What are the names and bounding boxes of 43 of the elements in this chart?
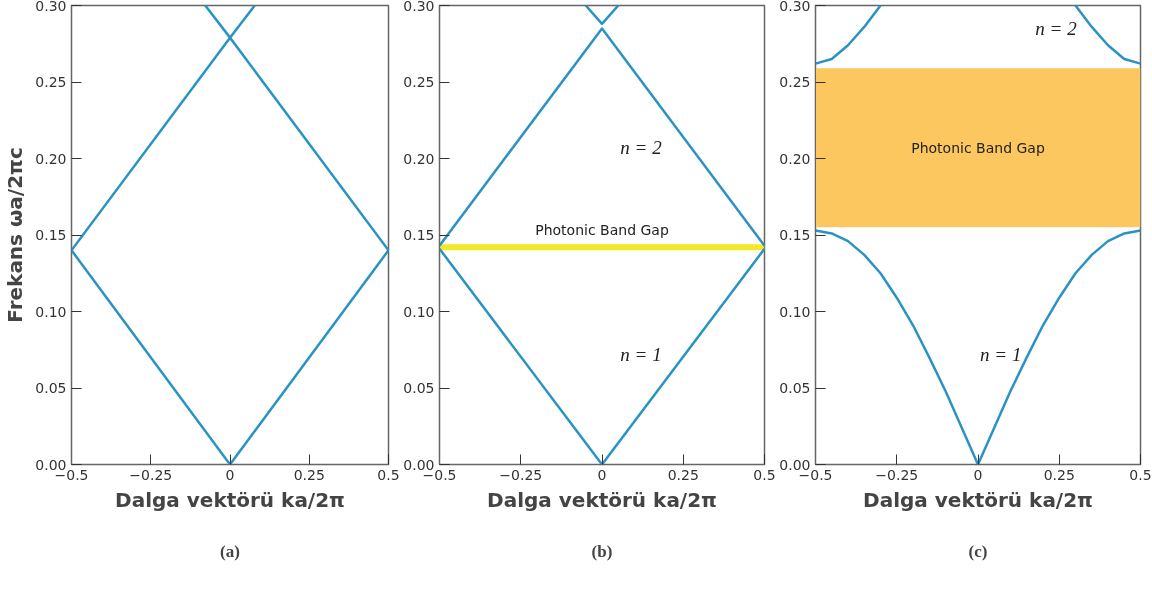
annotation: n = 1 <box>620 343 662 365</box>
band-label: Photonic Band Gap <box>911 139 1045 156</box>
band-label: Photonic Band Gap <box>535 222 669 239</box>
y-tick-label: 0.25 <box>403 74 435 90</box>
y-tick-label: 0.10 <box>779 303 811 320</box>
y-tick-label: 0.25 <box>779 74 811 90</box>
y-tick-label: 0.20 <box>35 150 67 167</box>
x-axis-title: Dalga vektörü ka/2π <box>487 487 717 512</box>
annotation: n = 1 <box>980 343 1022 365</box>
y-axis-title: Frekans ωa/2πc <box>3 147 28 323</box>
x-axis-title: Dalga vektörü ka/2π <box>863 487 1093 512</box>
x-tick-label: 0.25 <box>667 466 699 483</box>
y-tick-label: 0.30 <box>403 0 435 14</box>
x-tick-label: 0.5 <box>377 466 400 483</box>
y-tick-label: 0.20 <box>779 150 811 167</box>
annotation: n = 2 <box>620 137 663 159</box>
y-tick-label: 0.10 <box>35 303 67 320</box>
text: (a) <box>220 541 240 561</box>
y-tick-label: 0.10 <box>403 303 435 320</box>
x-tick-label: −0.25 <box>499 466 543 483</box>
x-tick-label: −0.25 <box>129 466 173 483</box>
x-tick-label: 0.5 <box>1129 466 1152 483</box>
y-tick-label: 0.20 <box>403 150 435 167</box>
text: (c) <box>968 541 988 561</box>
x-tick-label: 0.5 <box>753 466 776 483</box>
x-tick-label: −0.25 <box>875 466 919 483</box>
y-tick-label: 0.05 <box>779 380 811 396</box>
text: (b) <box>591 541 613 561</box>
y-tick-label: 0.05 <box>403 380 435 396</box>
y-tick-label: 0.15 <box>403 227 435 243</box>
x-tick-label: 0.25 <box>1043 466 1075 483</box>
y-tick-label: 0.05 <box>35 380 67 396</box>
y-tick-label: 0.30 <box>779 0 811 14</box>
x-tick-label: 0.25 <box>293 466 325 483</box>
y-tick-label: 0.25 <box>35 74 67 90</box>
y-tick-label: 0.30 <box>35 0 67 14</box>
y-tick-label: 0.15 <box>779 227 811 243</box>
x-tick-label: 0 <box>225 466 235 483</box>
x-tick-label: 0 <box>973 466 983 483</box>
x-tick-label: 0 <box>597 466 607 483</box>
annotation: n = 2 <box>1035 17 1078 39</box>
y-tick-label: 0.15 <box>35 227 67 243</box>
x-axis-title: Dalga vektörü ka/2π <box>115 487 345 512</box>
